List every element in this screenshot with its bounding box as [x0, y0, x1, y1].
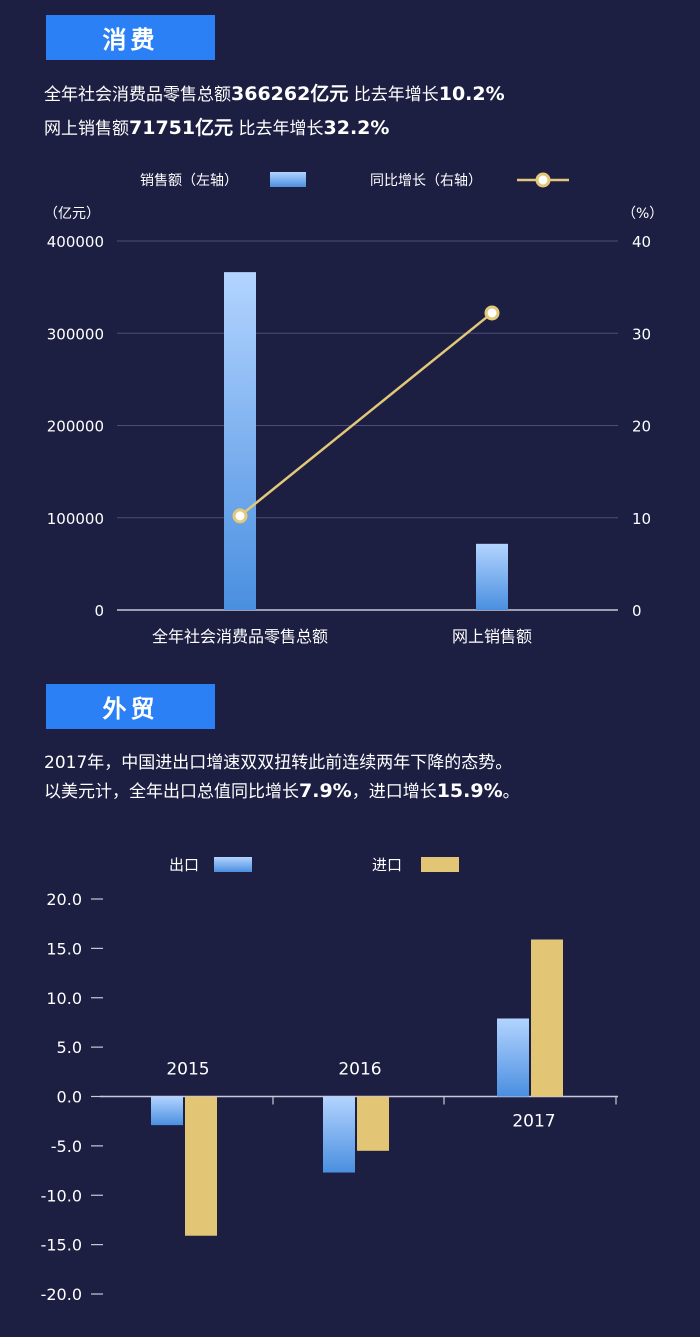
import-growth-label: ，进口增长 — [351, 782, 437, 802]
growth-point — [484, 305, 500, 321]
legend-line-label: 同比增长（右轴） — [370, 173, 482, 189]
export-growth-label: 以美元计，全年出口总值同比增长 — [44, 782, 299, 802]
right-tick-label: 20 — [632, 418, 651, 436]
legend-line-marker — [535, 172, 551, 188]
legend-bar-label: 销售额（左轴） — [140, 173, 238, 189]
online-sales-label: 网上销售额 — [44, 119, 129, 139]
y-tick-label: -20.0 — [41, 1285, 82, 1304]
online-growth-value: 32.2% — [323, 117, 390, 139]
year-label: 2017 — [512, 1112, 555, 1132]
retail-sales-label: 全年社会消费品零售总额 — [44, 85, 231, 105]
retail-growth-value: 10.2% — [438, 83, 505, 105]
import-bar — [185, 1096, 217, 1236]
left-tick-label: 300000 — [47, 325, 104, 343]
sales-bar — [224, 272, 256, 610]
left-tick-label: 0 — [94, 602, 104, 620]
left-tick-label: 200000 — [47, 418, 104, 436]
consumption-chart: 销售额（左轴） 同比增长（右轴） （亿元） （%） 400000 300000 200000… — [44, 172, 663, 646]
y-tick-label: 10.0 — [46, 989, 82, 1008]
y-tick-label: -15.0 — [41, 1236, 82, 1255]
category-label: 全年社会消费品零售总额 — [152, 627, 328, 646]
y-tick-label: 20.0 — [46, 890, 82, 909]
sentence-end: 。 — [502, 782, 520, 802]
export-growth-value: 7.9% — [299, 780, 352, 802]
online-sales-value: 71751亿元 — [129, 117, 234, 139]
section-title-consumption: 消费 — [46, 15, 215, 60]
left-tick-label: 400000 — [47, 233, 104, 251]
import-growth-value: 15.9% — [436, 780, 503, 802]
right-tick-label: 30 — [632, 325, 651, 343]
legend-export-label: 出口 — [169, 856, 199, 874]
trade-summary-line-1: 2017年，中国进出口增速双双扭转此前连续两年下降的态势。 — [44, 753, 513, 773]
year-label: 2016 — [338, 1060, 381, 1080]
consumption-summary-line-1: 全年社会消费品零售总额366262亿元 比去年增长10.2% — [44, 79, 505, 106]
import-bar — [357, 1096, 389, 1151]
growth-point — [232, 508, 248, 524]
right-tick-label: 10 — [632, 510, 651, 528]
category-label: 网上销售额 — [452, 627, 532, 646]
trade-summary-line-2: 以美元计，全年出口总值同比增长7.9%，进口增长15.9%。 — [44, 777, 520, 802]
trade-chart: 出口 进口 20.0 15.0 10.0 5.0 0.0 -5.0 -10.0 -15.0 -20.… — [41, 856, 618, 1304]
consumption-summary-line-2: 网上销售额71751亿元 比去年增长32.2% — [44, 113, 389, 140]
section-title-trade: 外贸 — [46, 684, 215, 729]
legend-import-swatch — [421, 857, 459, 872]
y-tick-label: 15.0 — [46, 939, 82, 958]
online-growth-label: 比去年增长 — [233, 119, 324, 139]
export-bar — [323, 1096, 355, 1173]
export-bar — [497, 1018, 529, 1097]
y-tick-label: -10.0 — [41, 1186, 82, 1205]
right-tick-label: 40 — [632, 233, 651, 251]
legend-export-swatch — [214, 857, 252, 872]
legend-bar-swatch — [270, 172, 306, 187]
import-bar — [531, 939, 563, 1097]
export-bar — [151, 1096, 183, 1126]
growth-line — [239, 311, 493, 517]
right-axis-unit: （%） — [622, 206, 663, 222]
year-label: 2015 — [166, 1060, 209, 1080]
y-tick-label: 0.0 — [57, 1088, 82, 1107]
retail-sales-value: 366262亿元 — [231, 83, 349, 105]
retail-growth-label: 比去年增长 — [348, 85, 439, 105]
y-tick-label: -5.0 — [51, 1137, 82, 1156]
right-tick-label: 0 — [632, 602, 642, 620]
left-axis-unit: （亿元） — [44, 206, 100, 222]
y-tick-label: 5.0 — [57, 1038, 82, 1057]
left-tick-label: 100000 — [47, 510, 104, 528]
sales-bar — [476, 543, 508, 610]
legend-import-label: 进口 — [372, 856, 402, 874]
